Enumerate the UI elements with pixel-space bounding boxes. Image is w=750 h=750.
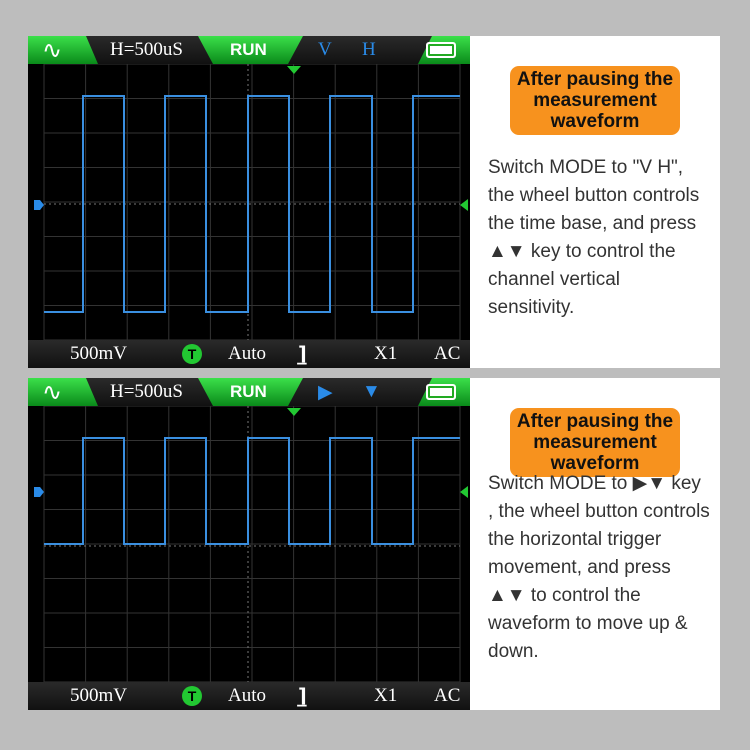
falling-edge-icon: ⌉̲: [298, 343, 307, 365]
battery-icon: [426, 384, 456, 400]
trigger-mode: Auto: [228, 685, 266, 706]
trigger-icon: T: [182, 344, 202, 364]
waveform-trace: [44, 95, 460, 313]
heading-badge: After pausing the measurement waveform: [510, 408, 680, 477]
probe-factor: X1: [374, 343, 398, 364]
mode-left: V: [318, 39, 332, 60]
volts-per-div: 500mV: [70, 685, 127, 706]
waveform-grid: [34, 64, 468, 340]
coupling: AC: [434, 685, 461, 706]
run-status[interactable]: RUN: [230, 40, 267, 59]
volts-per-div: 500mV: [70, 343, 127, 364]
trigger-time-marker: [287, 66, 301, 74]
mode-right: H: [362, 39, 376, 60]
battery-icon: [426, 42, 456, 58]
bottom-status-bar: 500mV T Auto ⌉̲ X1 AC: [28, 682, 470, 710]
trigger-time-marker: [287, 408, 301, 416]
timebase-label: H=500uS: [110, 381, 184, 402]
channel-marker: [34, 200, 44, 210]
mode-right: ▼: [362, 381, 381, 402]
description-text: Switch MODE to "V H", the wheel button c…: [488, 157, 700, 318]
oscilloscope-screen: ∿ H=500uS RUN ▶ ▼ 500mV T Auto ⌉̲ X1 AC: [28, 378, 470, 710]
top-status-bar: ∿ H=500uS RUN ▶ ▼: [28, 378, 470, 406]
coupling: AC: [434, 343, 461, 364]
channel-marker: [34, 487, 44, 497]
probe-factor: X1: [374, 685, 398, 706]
trigger-level-marker: [460, 199, 468, 211]
sine-wave-icon: ∿: [42, 36, 63, 64]
falling-edge-icon: ⌉̲: [298, 685, 307, 707]
oscilloscope-screen: ∿ H=500uS RUN V H 500mV T Auto ⌉̲ X1 AC: [28, 36, 470, 368]
sine-wave-icon: ∿: [42, 378, 63, 406]
heading-badge: After pausing the measurement waveform: [510, 66, 680, 135]
bottom-status-bar: 500mV T Auto ⌉̲ X1 AC: [28, 340, 470, 368]
waveform-grid: [34, 406, 468, 682]
description-panel: After pausing the measurement waveform S…: [470, 378, 720, 710]
top-status-bar: ∿ H=500uS RUN V H: [28, 36, 470, 64]
waveform-trace: [44, 437, 460, 545]
trigger-icon: T: [182, 686, 202, 706]
timebase-label: H=500uS: [110, 39, 184, 60]
run-status[interactable]: RUN: [230, 382, 267, 401]
trigger-mode: Auto: [228, 343, 266, 364]
mode-left: ▶: [318, 382, 333, 403]
description-panel: After pausing the measurement waveform S…: [470, 36, 720, 368]
description-text: Switch MODE to ▶▼ key , the wheel button…: [488, 473, 710, 662]
trigger-level-marker: [460, 486, 468, 498]
